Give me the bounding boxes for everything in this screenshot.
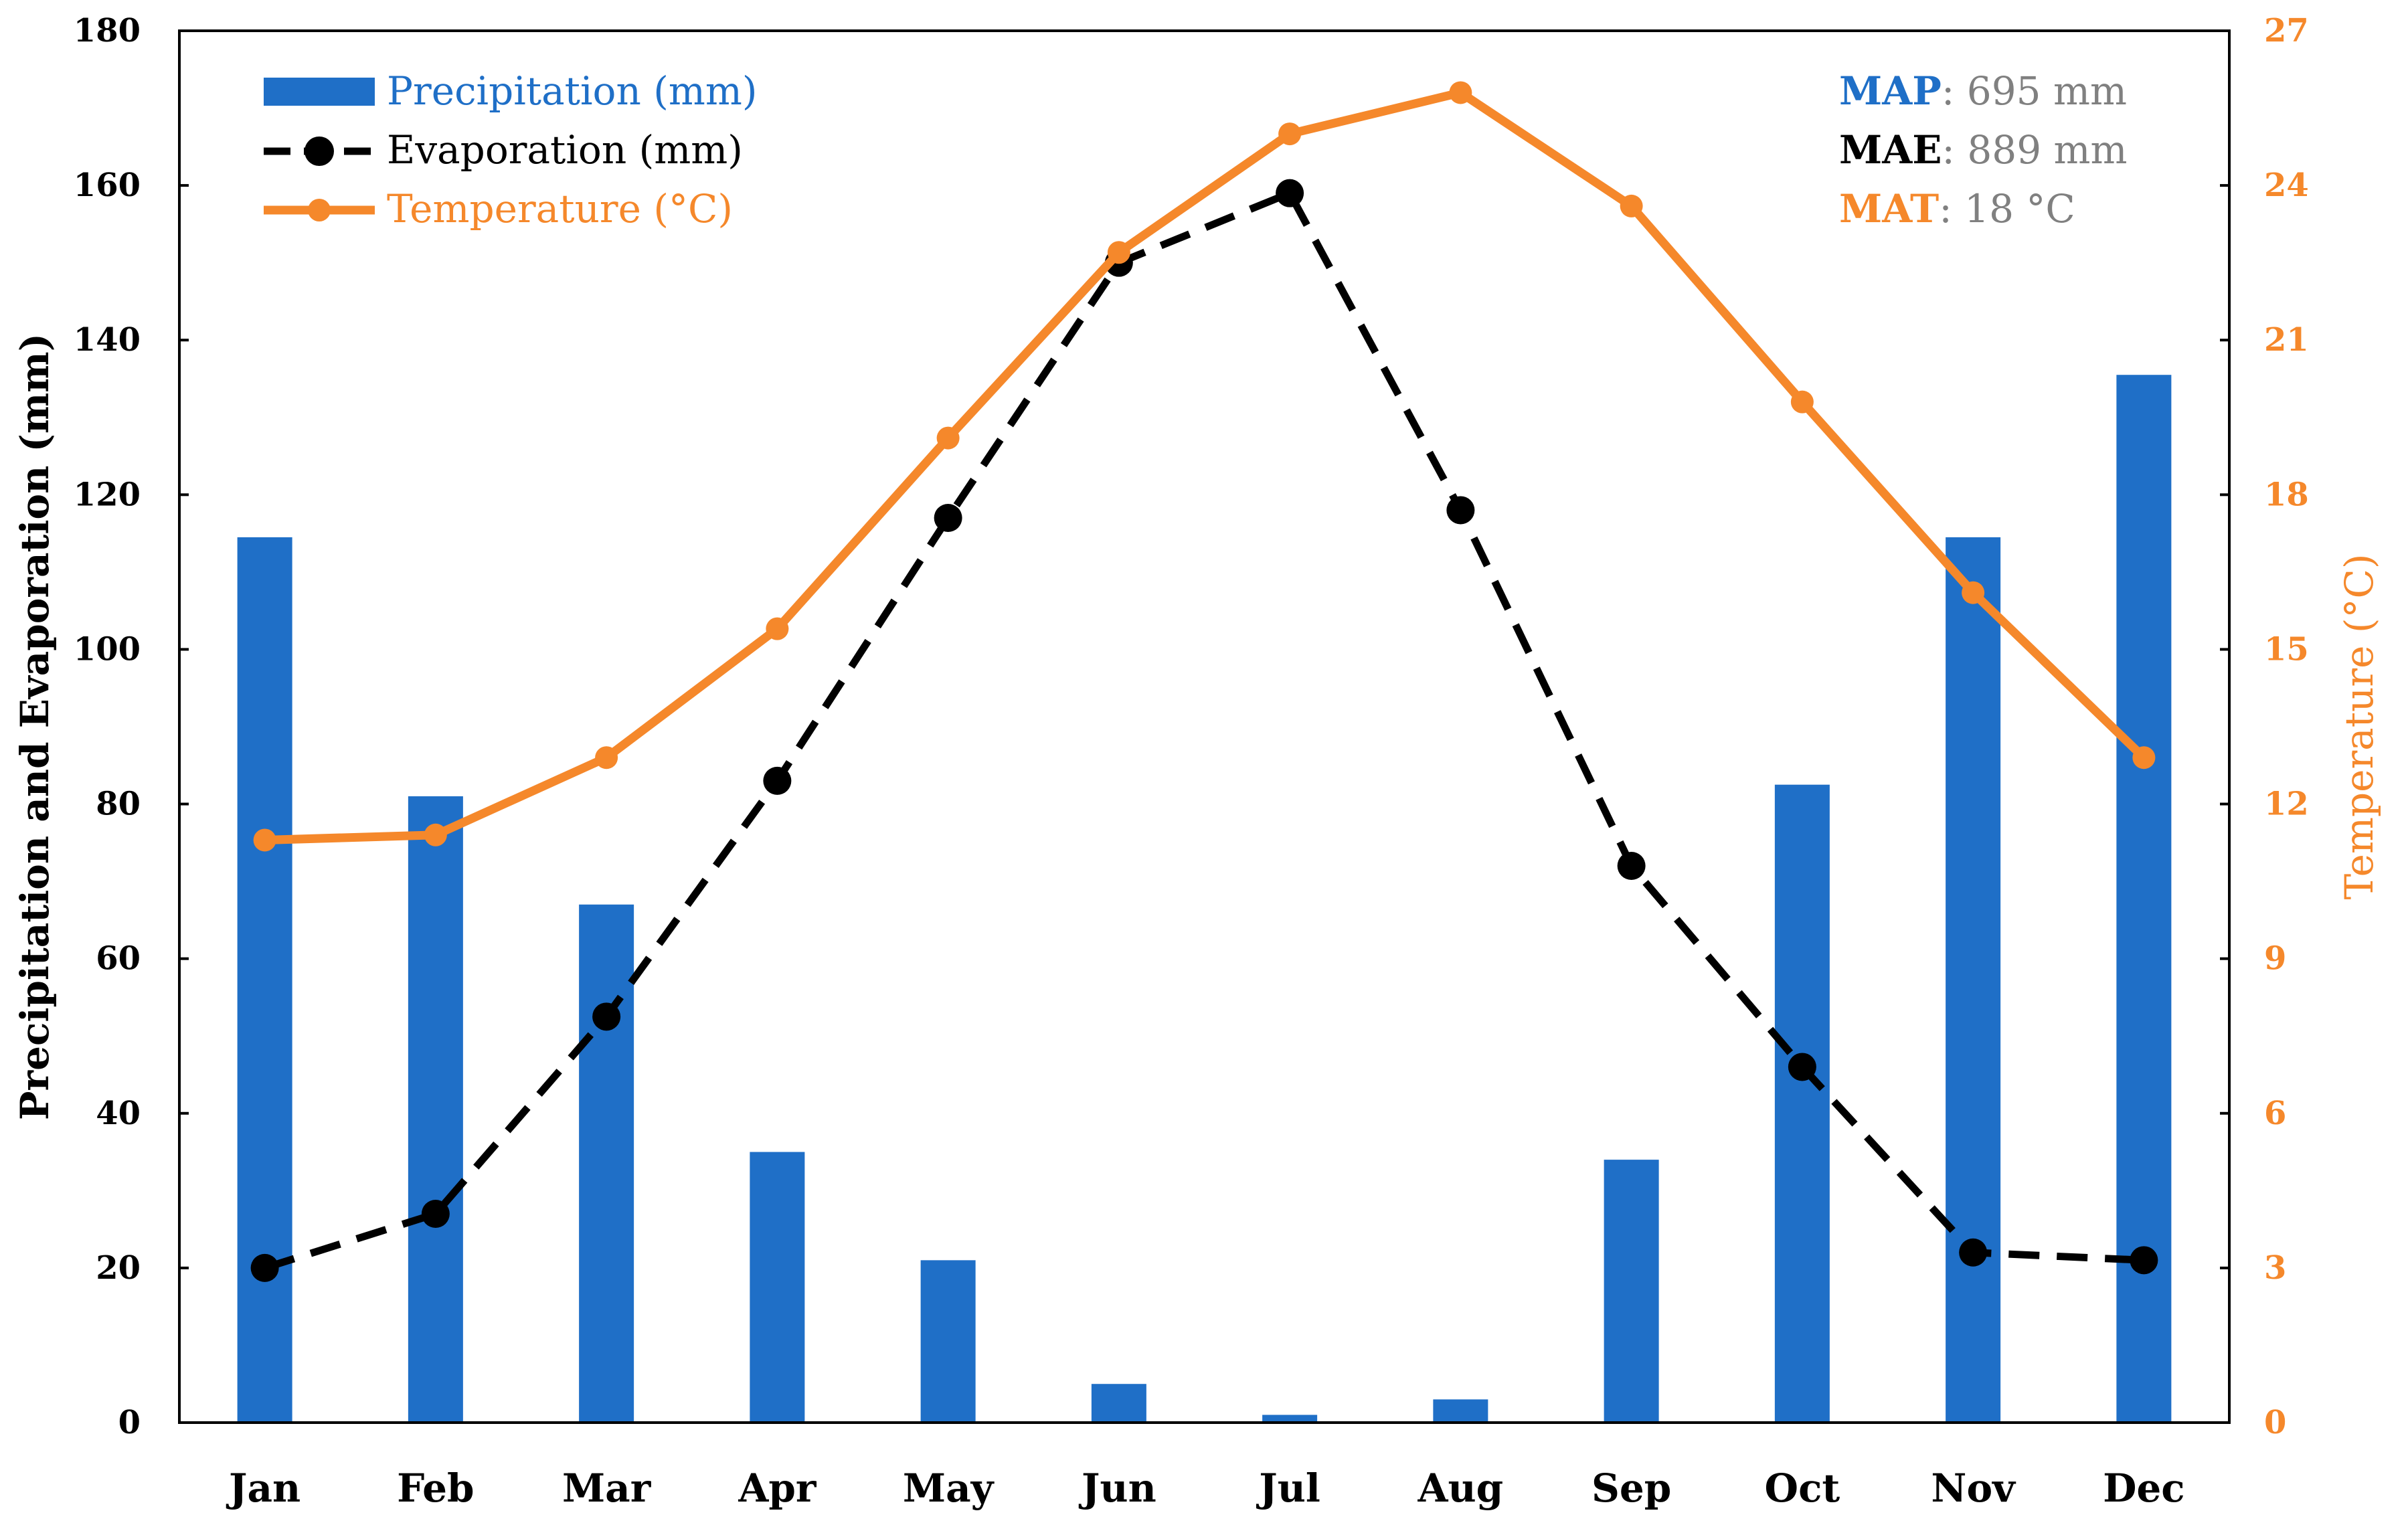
evaporation-point <box>2130 1246 2158 1275</box>
x-tick-label: Nov <box>1931 1465 2016 1511</box>
precipitation-bar <box>750 1152 805 1423</box>
precipitation-bar <box>579 904 634 1423</box>
left-tick-label: 80 <box>96 786 141 823</box>
precipitation-bar <box>920 1260 976 1423</box>
evaporation-point <box>1788 1053 1816 1081</box>
x-tick-label: May <box>903 1465 995 1511</box>
precipitation-bar <box>1091 1384 1146 1423</box>
left-tick-label: 180 <box>74 12 141 50</box>
left-tick-label: 60 <box>96 940 141 978</box>
legend-label-temperature: Temperature (°C) <box>387 186 733 232</box>
left-tick-label: 0 <box>118 1404 141 1441</box>
left-tick-label: 20 <box>96 1249 141 1287</box>
right-tick-label: 6 <box>2264 1095 2286 1132</box>
precipitation-bars <box>237 375 2172 1423</box>
x-tick-label: Dec <box>2103 1465 2185 1511</box>
legend-swatch-precipitation <box>264 78 375 106</box>
temperature-point <box>1790 390 1814 414</box>
tick-labels: 0 20 40 60 80 100 120 140 160 180 0 3 6 9 12 15 18 21 24 27… <box>12 12 2382 1511</box>
temperature-point <box>936 426 960 450</box>
evaporation-point <box>592 1002 621 1031</box>
temperature-point <box>1962 581 1985 604</box>
left-tick-label: 120 <box>74 476 141 513</box>
right-tick-label: 15 <box>2264 630 2309 668</box>
legend-marker-temperature <box>308 199 331 221</box>
annotation-mat: MAT: 18 °C <box>1839 186 2075 232</box>
plot-frame <box>178 29 2231 1424</box>
evaporation-point <box>763 766 792 795</box>
temperature-point <box>1449 81 1472 104</box>
temperature-line <box>264 88 2147 844</box>
temperature-point <box>424 823 447 846</box>
annotation-value: : 889 mm <box>1942 127 2127 173</box>
precipitation-bar <box>408 796 463 1423</box>
evaporation-point <box>1617 852 1646 880</box>
right-tick-label: 0 <box>2264 1404 2286 1441</box>
left-axis-title: Precipitation and Evaporation (mm) <box>12 333 58 1120</box>
precipitation-bar <box>1604 1160 1659 1423</box>
legend-marker-evaporation <box>305 137 334 166</box>
evaporation-point <box>1959 1238 1988 1267</box>
precipitation-bar <box>237 537 292 1423</box>
evaporation-point <box>421 1200 450 1228</box>
annotation-mae: MAE: 889 mm <box>1839 127 2128 173</box>
annotation-map: MAP: 695 mm <box>1839 68 2127 114</box>
x-tick-label: Jul <box>1256 1465 1320 1511</box>
temperature-point <box>595 746 618 770</box>
temperature-point <box>2132 746 2156 770</box>
evaporation-point <box>1446 496 1475 525</box>
annotation-key: MAT <box>1839 186 1939 232</box>
precipitation-bar <box>1433 1399 1488 1423</box>
annotation-key: MAE <box>1839 127 1942 173</box>
temperature-point <box>1620 194 1643 217</box>
evaporation-line <box>263 189 2144 1272</box>
evaporation-point <box>1276 179 1304 207</box>
temperature-point <box>1107 241 1130 264</box>
x-tick-label: Feb <box>397 1465 474 1511</box>
evaporation-point <box>934 504 962 532</box>
right-tick-label: 24 <box>2264 167 2309 204</box>
left-tick-label: 100 <box>74 630 141 668</box>
annotation-key: MAP <box>1839 68 1942 114</box>
right-tick-label: 21 <box>2264 321 2309 359</box>
x-tick-label: Oct <box>1765 1465 1840 1511</box>
left-tick-label: 160 <box>74 167 141 204</box>
x-tick-label: Apr <box>738 1465 817 1511</box>
legend-label-precipitation: Precipitation (mm) <box>387 68 758 114</box>
right-tick-label: 3 <box>2264 1249 2286 1287</box>
series-lines <box>250 81 2158 1282</box>
x-tick-label: Jan <box>226 1465 300 1511</box>
x-tick-label: Mar <box>562 1465 652 1511</box>
legend-label-evaporation: Evaporation (mm) <box>387 127 743 173</box>
temperature-point <box>253 828 276 852</box>
temperature-point <box>1278 122 1302 146</box>
x-tick-label: Jun <box>1078 1465 1156 1511</box>
annotation-value: : 695 mm <box>1942 68 2127 114</box>
precipitation-bar <box>1262 1415 1318 1423</box>
evaporation-point <box>250 1253 279 1282</box>
right-axis-title: Temperature (°C) <box>2336 553 2382 899</box>
precipitation-bar <box>1774 784 1830 1423</box>
annotation-value: : 18 °C <box>1939 186 2075 232</box>
x-tick-label: Aug <box>1417 1465 1504 1511</box>
left-tick-label: 140 <box>74 321 141 359</box>
right-tick-label: 9 <box>2264 940 2286 978</box>
left-tick-label: 40 <box>96 1095 141 1132</box>
axes <box>178 29 2231 1424</box>
right-tick-label: 12 <box>2264 786 2309 823</box>
right-tick-label: 27 <box>2264 12 2309 50</box>
legend: Precipitation (mm) Evaporation (mm) Temper… <box>264 68 758 232</box>
right-tick-label: 18 <box>2264 476 2309 513</box>
x-tick-label: Sep <box>1592 1465 1671 1511</box>
precipitation-bar <box>1946 537 2001 1423</box>
temperature-point <box>766 617 789 640</box>
